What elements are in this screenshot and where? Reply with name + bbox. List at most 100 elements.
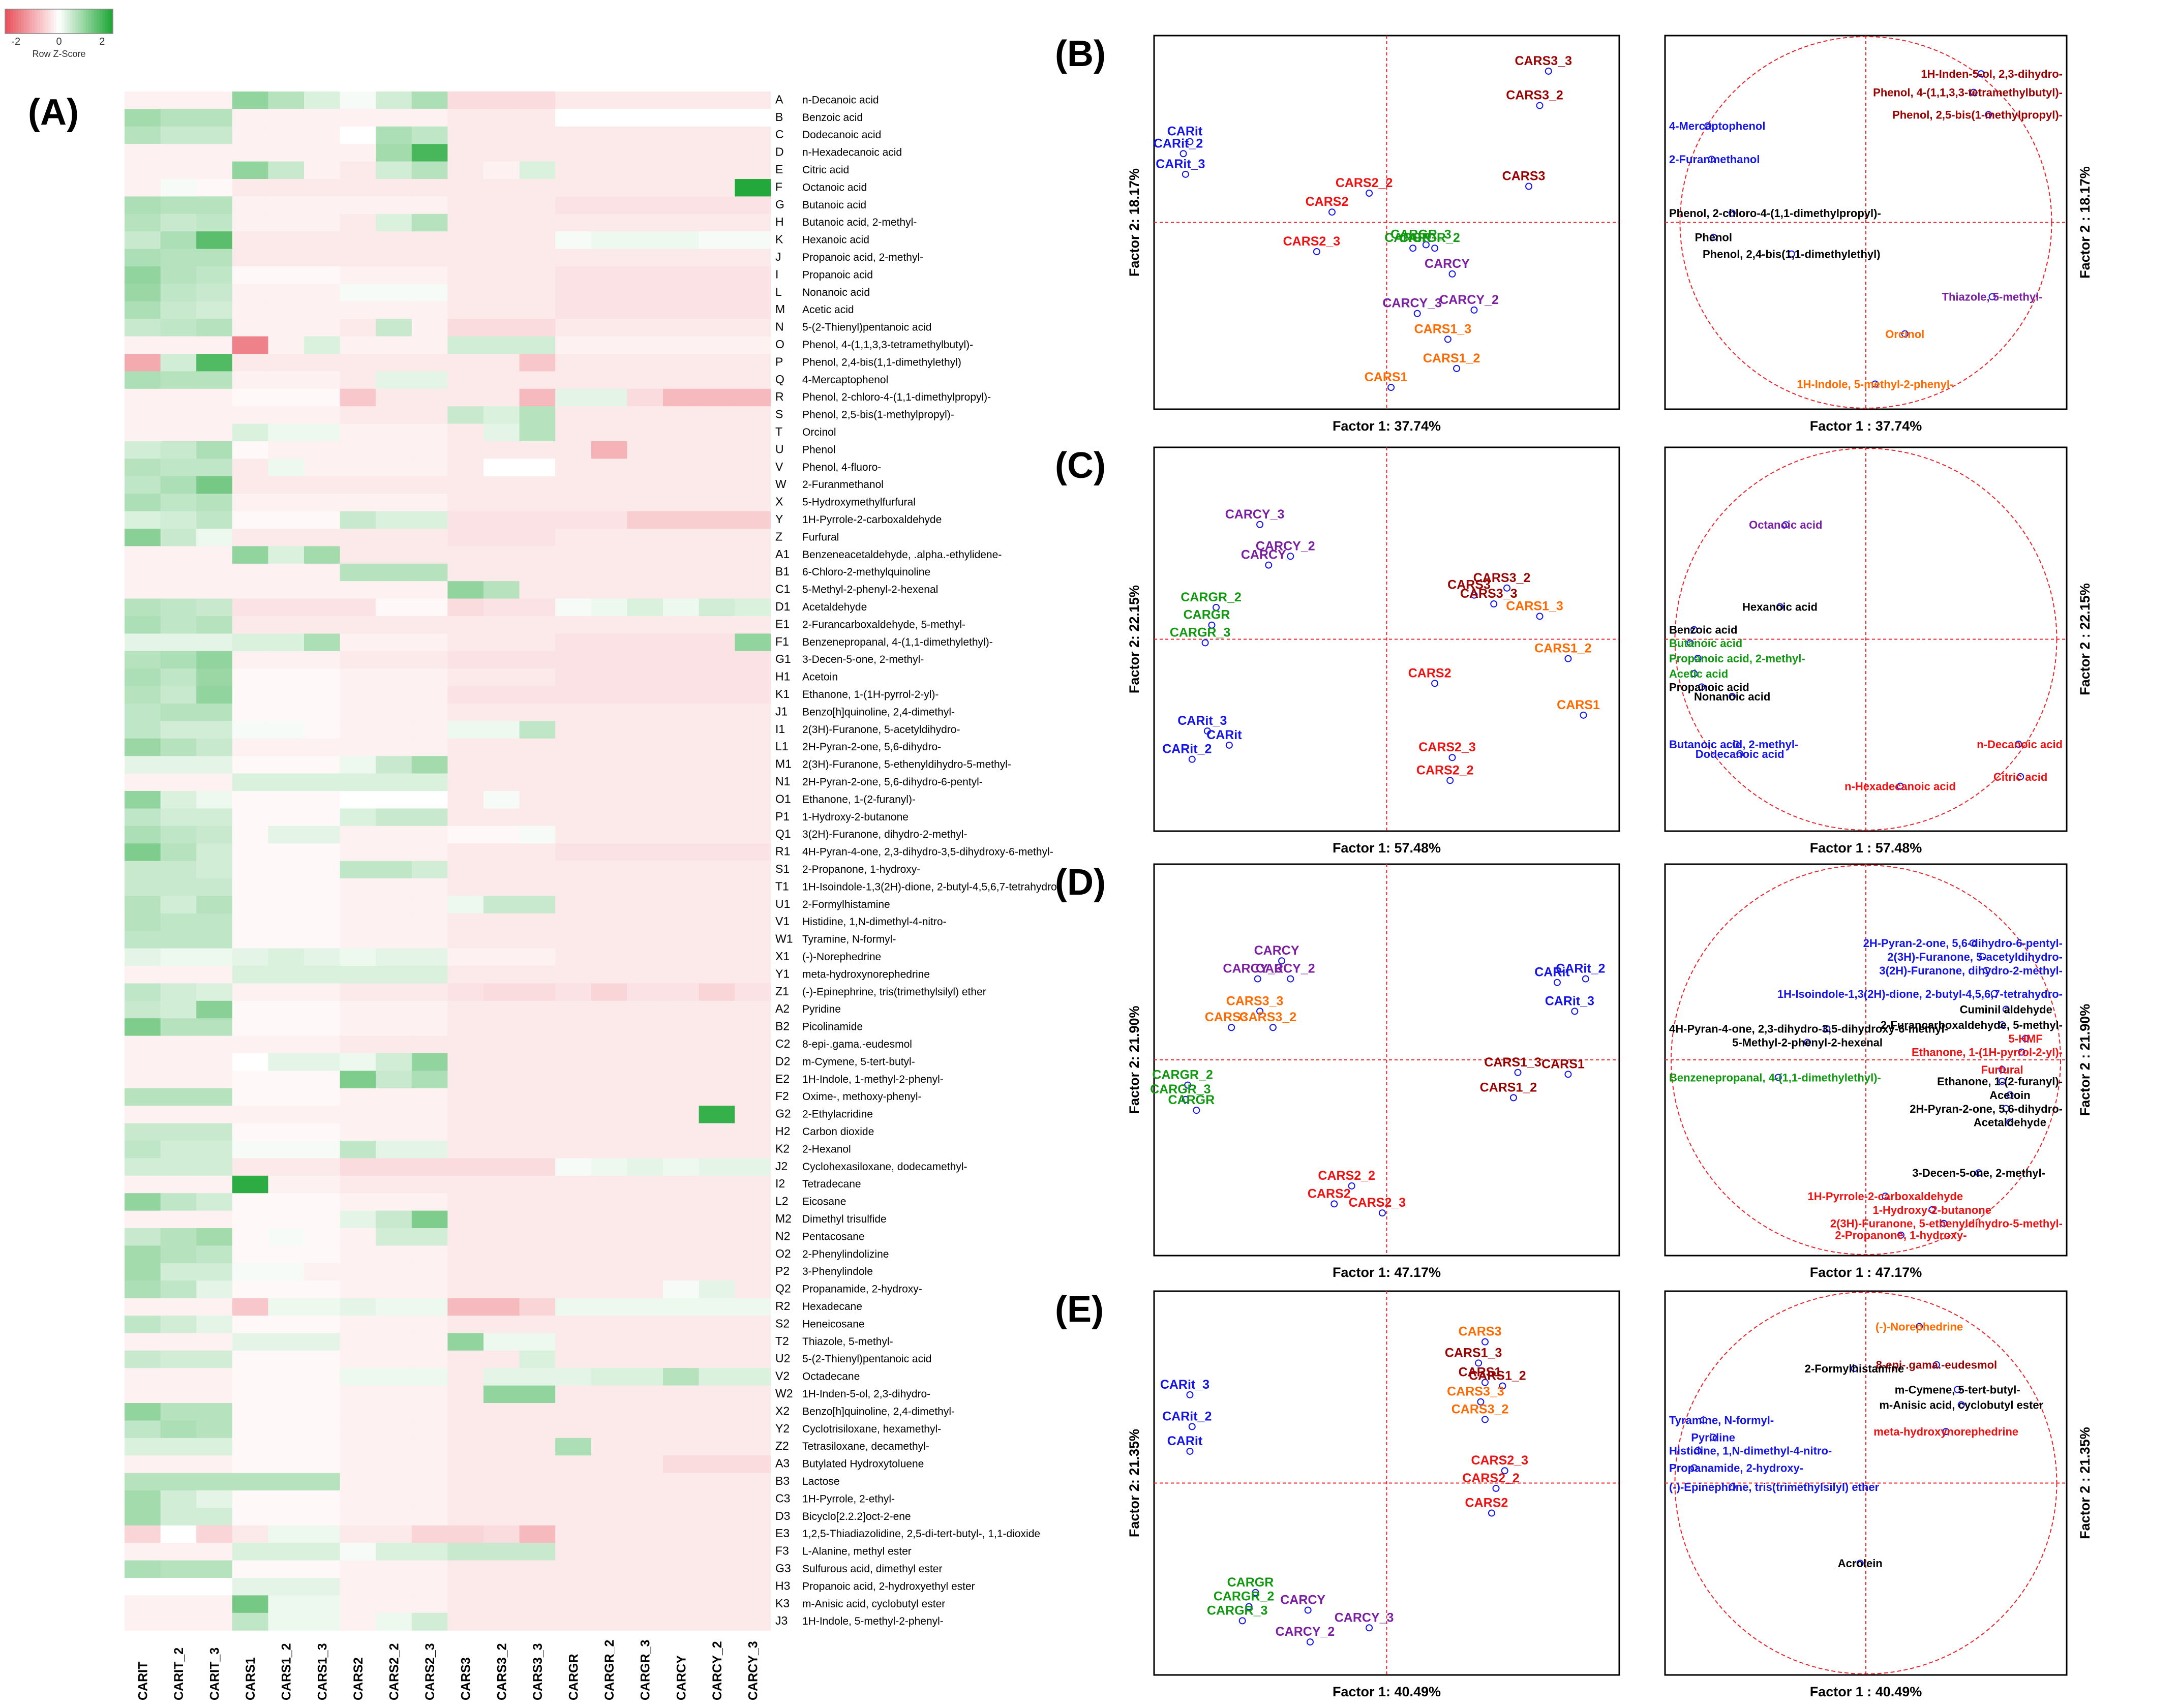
heatmap-cell [555, 1228, 592, 1246]
heatmap-cell [735, 511, 771, 529]
heatmap-cell [268, 423, 305, 442]
heatmap-cell [340, 1438, 376, 1456]
heatmap-cell [340, 1158, 376, 1176]
heatmap-cell [663, 1595, 700, 1613]
heatmap-cell [483, 983, 520, 1001]
heatmap-cell [699, 1088, 735, 1106]
heatmap-cell [340, 931, 376, 949]
loading-point-label: 2H-Pyran-2-one, 5,6-dihydro-6-pentyl- [1863, 937, 2063, 950]
heatmap-cell [125, 931, 161, 949]
heatmap-cell [735, 756, 771, 774]
heatmap-cell [447, 284, 484, 302]
heatmap-cell [304, 231, 341, 250]
heatmap-cell [304, 983, 341, 1001]
heatmap-cell [447, 686, 484, 704]
color-key-segment [24, 9, 27, 34]
heatmap-cell [160, 126, 197, 144]
heatmap-cell [519, 1455, 556, 1474]
heatmap-cell [555, 913, 592, 931]
heatmap-cell [268, 1035, 305, 1054]
row-name: 2-Propanone, 1-hydroxy- [802, 864, 920, 875]
heatmap-cell [376, 598, 412, 617]
heatmap-cell [483, 878, 520, 896]
heatmap-cell [160, 1088, 197, 1106]
heatmap-cell [555, 1088, 592, 1106]
score-point [1444, 336, 1451, 343]
heatmap-cell [125, 336, 161, 354]
heatmap-cell [196, 668, 233, 687]
score-point-label: CARit [1167, 125, 1203, 139]
score-point [1553, 979, 1561, 986]
score-point-label: CARCY_3 [1382, 296, 1442, 311]
heatmap-cell [411, 423, 448, 442]
heatmap-cell [411, 336, 448, 354]
heatmap-cell [160, 179, 197, 197]
heatmap-cell [160, 1438, 197, 1456]
heatmap-cell [411, 756, 448, 774]
heatmap-cell [304, 109, 341, 127]
row-letter: N1 [775, 775, 790, 788]
heatmap-cell [304, 1595, 341, 1613]
heatmap-cell [411, 459, 448, 477]
heatmap-cell [232, 249, 268, 267]
heatmap-cell [232, 423, 268, 442]
row-letter: L1 [775, 740, 789, 753]
heatmap-cell [125, 738, 161, 756]
heatmap-cell [376, 773, 412, 791]
heatmap-cell [304, 1018, 341, 1036]
heatmap-cell [340, 791, 376, 809]
heatmap-cell [340, 773, 376, 791]
row-name: Propanoic acid, 2-hydroxyethyl ester [802, 1580, 975, 1592]
heatmap-cell [447, 1525, 484, 1543]
score-point [1182, 1095, 1189, 1103]
heatmap-cell [663, 1141, 700, 1158]
heatmap-cell [196, 686, 233, 704]
score-point-label: CARS3_2 [1506, 88, 1563, 103]
heatmap-cell [232, 301, 268, 319]
row-letter: D3 [775, 1509, 790, 1522]
heatmap-cell [447, 896, 484, 914]
heatmap-cell [125, 983, 161, 1001]
heatmap-cell [268, 616, 305, 634]
heatmap-cell [125, 913, 161, 931]
row-name: 4H-Pyran-4-one, 2,3-dihydro-3,5-dihydrox… [802, 846, 1053, 858]
heatmap-cell [483, 406, 520, 424]
heatmap-cell [699, 1490, 735, 1508]
color-key-title: Row Z-Score [32, 49, 85, 59]
heatmap-cell [196, 563, 233, 582]
heatmap-cell [268, 756, 305, 774]
loading-point-label: Ethanone, 1-(1H-pyrrol-2-yl)- [1912, 1046, 2063, 1059]
heatmap-cell [411, 196, 448, 215]
heatmap-cell [483, 1175, 520, 1194]
heatmap-cell [268, 983, 305, 1001]
row-letter: K [775, 233, 783, 246]
loading-point [1709, 1434, 1717, 1441]
heatmap-cell [196, 1053, 233, 1071]
heatmap-cell [663, 1578, 700, 1596]
heatmap-cell [663, 301, 700, 319]
row-letter: Z2 [775, 1439, 789, 1452]
heatmap-cell [699, 1560, 735, 1578]
heatmap-cell [232, 1106, 268, 1124]
heatmap-cell [232, 494, 268, 512]
heatmap-cell [196, 1525, 233, 1543]
heatmap-cell [268, 1210, 305, 1229]
loading-point [1969, 939, 1977, 947]
loading-point [1940, 1219, 1948, 1227]
score-point [1564, 1071, 1572, 1078]
heatmap-cell [268, 1612, 305, 1631]
score-point [1306, 1638, 1314, 1646]
heatmap-cell [447, 476, 484, 494]
heatmap-cell [519, 1385, 556, 1404]
heatmap-cell [591, 616, 627, 634]
heatmap-cell [304, 92, 341, 109]
row-letter: X2 [775, 1404, 790, 1417]
row-name: 1H-Pyrrole-2-carboxaldehyde [802, 514, 942, 526]
loading-point-label: Acrolein [1838, 1557, 1883, 1570]
row-name: Tetrasiloxane, decamethyl- [802, 1441, 929, 1452]
heatmap-cell [627, 1403, 663, 1421]
heatmap-cell [483, 1578, 520, 1596]
heatmap-cell [376, 319, 412, 337]
heatmap-cell [268, 1088, 305, 1106]
heatmap-cell [304, 214, 341, 232]
